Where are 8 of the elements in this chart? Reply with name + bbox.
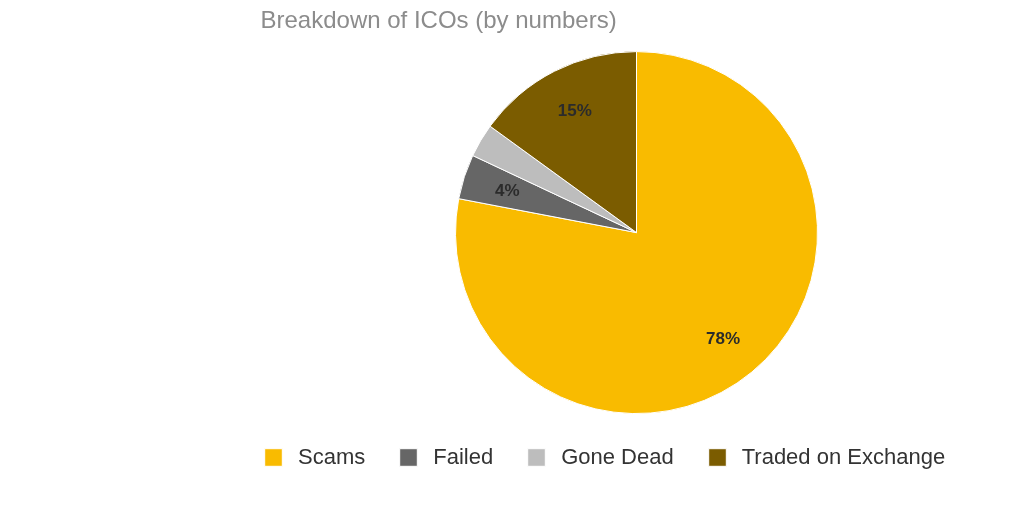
data-label: 4% — [495, 180, 520, 200]
legend-label: Traded on Exchange — [741, 444, 946, 470]
legend-label: Scams — [298, 444, 366, 470]
data-label: 15% — [557, 100, 592, 120]
chart-title: Breakdown of ICOs (by numbers) — [260, 5, 617, 33]
legend-label: Gone Dead — [561, 444, 674, 470]
data-label: 78% — [706, 328, 741, 348]
legend-label: Failed — [433, 444, 494, 470]
